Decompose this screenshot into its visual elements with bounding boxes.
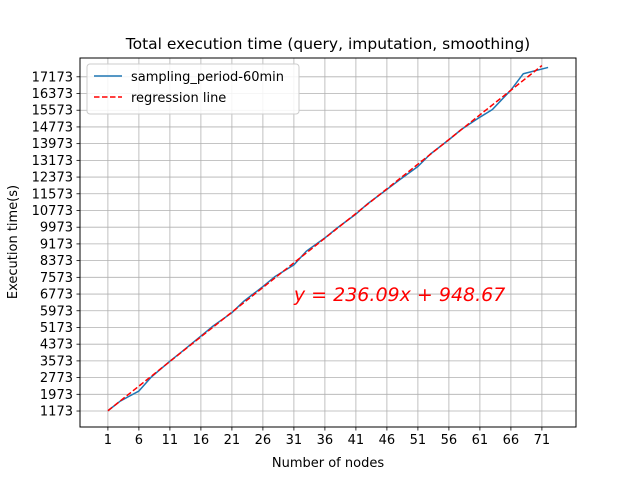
y-tick-label: 12373 bbox=[32, 171, 73, 186]
grid-lines bbox=[80, 58, 576, 427]
y-tick-label: 11573 bbox=[32, 187, 73, 202]
legend-box bbox=[86, 63, 300, 115]
x-tick-label: 61 bbox=[472, 433, 489, 448]
y-tick-label: 1973 bbox=[40, 388, 73, 403]
y-tick-label: 15573 bbox=[32, 104, 73, 119]
legend-label-regression-line: regression line bbox=[131, 91, 226, 106]
y-tick-label: 8373 bbox=[40, 254, 73, 269]
x-tick-label: 16 bbox=[193, 433, 210, 448]
x-tick-label: 56 bbox=[441, 433, 458, 448]
y-tick-label: 7573 bbox=[40, 271, 73, 286]
series-line-sampling-period bbox=[107, 66, 549, 412]
y-tick-label: 16373 bbox=[32, 87, 73, 102]
x-tick-label: 71 bbox=[534, 433, 551, 448]
x-tick-label: 21 bbox=[224, 433, 241, 448]
y-tick-label: 2773 bbox=[40, 371, 73, 386]
y-tick-label: 14773 bbox=[32, 120, 73, 135]
x-tick-label: 51 bbox=[410, 433, 427, 448]
plot-lines bbox=[107, 64, 549, 412]
x-tick-label: 66 bbox=[503, 433, 520, 448]
plot-frame bbox=[79, 57, 577, 428]
chart-title: Total execution time (query, imputation,… bbox=[125, 35, 530, 53]
x-tick-label: 6 bbox=[135, 433, 143, 448]
x-tick-label: 36 bbox=[317, 433, 334, 448]
legend: sampling_period-60min regression line bbox=[86, 63, 300, 115]
y-tick-label: 9973 bbox=[40, 221, 73, 236]
y-tick-label: 10773 bbox=[32, 204, 73, 219]
y-tick-label: 1173 bbox=[40, 405, 73, 420]
y-tick-label: 5973 bbox=[40, 304, 73, 319]
y-tick-label: 5173 bbox=[40, 321, 73, 336]
y-axis-label: Execution time(s) bbox=[6, 185, 21, 299]
y-tick-label: 4373 bbox=[40, 338, 73, 353]
x-tick-label: 26 bbox=[255, 433, 272, 448]
x-tick-label: 41 bbox=[348, 433, 365, 448]
y-tick-label: 9173 bbox=[40, 237, 73, 252]
y-tick-label: 6773 bbox=[40, 288, 73, 303]
x-axis-label: Number of nodes bbox=[272, 456, 384, 471]
y-tick-label: 3573 bbox=[40, 354, 73, 369]
annotations: y = 236.09x + 948.67 bbox=[293, 284, 505, 306]
x-tick-label: 11 bbox=[162, 433, 179, 448]
x-axis-ticks: 1 6 11 16 21 26 31 36 41 46 51 56 61 66 71 bbox=[104, 427, 550, 448]
x-tick-label: 31 bbox=[286, 433, 303, 448]
legend-label-sampling-period: sampling_period-60min bbox=[131, 70, 284, 85]
y-tick-label: 13173 bbox=[32, 154, 73, 169]
y-tick-label: 17173 bbox=[32, 70, 73, 85]
regression-line bbox=[107, 64, 543, 412]
y-tick-label: 13973 bbox=[32, 137, 73, 152]
x-tick-label: 46 bbox=[379, 433, 396, 448]
regression-equation: y = 236.09x + 948.67 bbox=[293, 284, 505, 306]
x-tick-label: 1 bbox=[104, 433, 112, 448]
